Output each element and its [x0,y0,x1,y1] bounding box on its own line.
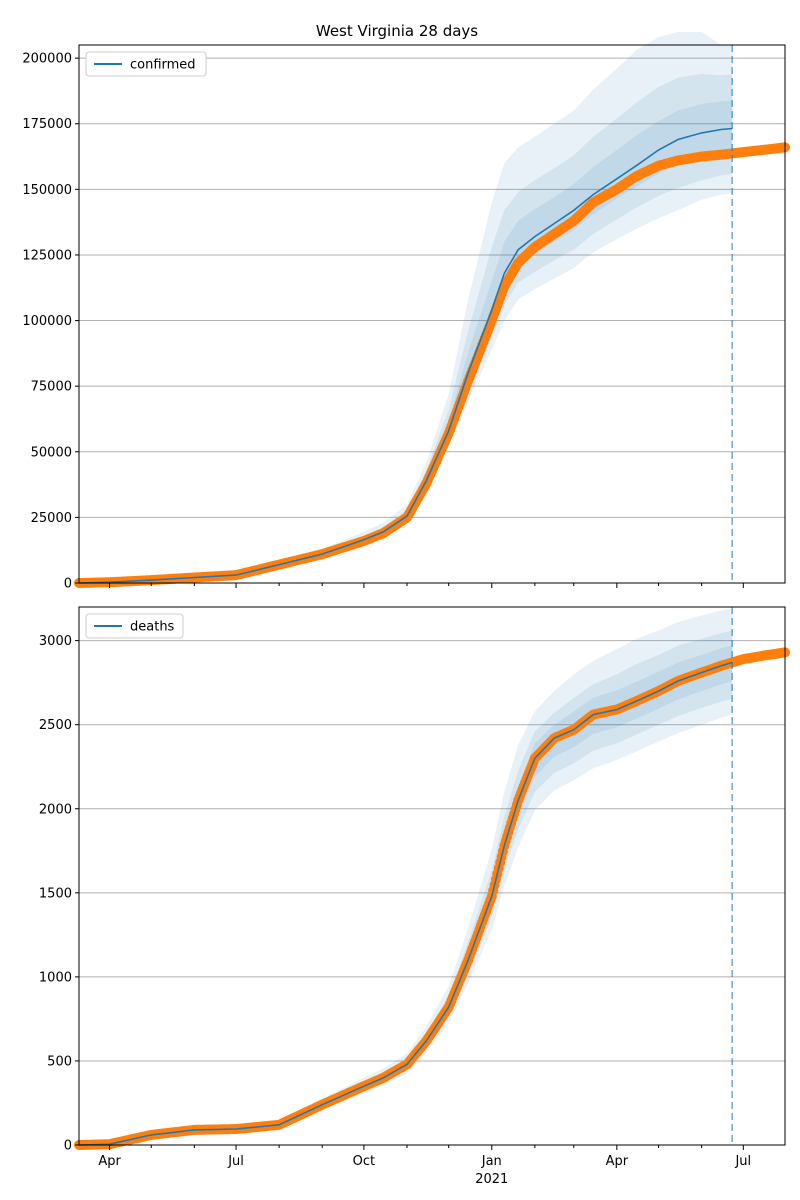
x-tick-label: Jan [481,1154,502,1169]
legend-label-confirmed: confirmed [130,58,196,73]
forecast-band [79,608,733,1145]
x-year-label: 2021 [475,1172,508,1187]
x-axis: Apr Jul Oct Jan Apr Jul 2021 [98,1154,751,1187]
forecast-band [79,630,733,1145]
confirmed-observed-series [74,142,790,588]
deaths-panel: 0 500 1000 1500 2000 2500 3000 deaths [39,606,790,1154]
axes-frame [78,606,786,1146]
confirmed-forecast-series [78,127,733,584]
deaths-grid [79,640,785,1062]
deaths-forecast-bands [79,608,733,1145]
forecast-band [79,31,733,583]
forecast-line [78,127,733,584]
x-tick-label: Oct [353,1154,375,1169]
confirmed-legend: confirmed [85,51,207,77]
confirmed-grid [79,57,785,518]
y-tick-label: 3000 [39,634,72,649]
deaths-axes: 0 500 1000 1500 2000 2500 3000 [39,606,786,1154]
y-tick-label: 125000 [22,248,72,263]
deaths-legend: deaths [85,613,184,639]
y-tick-label: 25000 [31,511,72,526]
legend-box [85,613,184,639]
confirmed-forecast-bands [79,31,733,584]
x-tick-label: Jul [734,1154,751,1169]
y-tick-label: 75000 [31,380,72,395]
y-tick-label: 1500 [39,886,72,901]
y-tick-label: 200000 [22,52,72,67]
chart-title: West Virginia 28 days [316,22,478,40]
y-tick-label: 2500 [39,718,72,733]
y-tick-label: 50000 [31,445,72,460]
y-tick-label: 175000 [22,117,72,132]
axes-frame [78,44,786,584]
x-tick-label: Apr [606,1154,629,1169]
x-tick-label: Apr [98,1154,121,1169]
legend-box [85,51,207,77]
y-tick-label: 500 [47,1054,72,1069]
confirmed-panel: 0 25000 50000 75000 100000 125000 150000 175000… [22,31,790,592]
y-tick-label: 2000 [39,802,72,817]
y-tick-label: 100000 [22,314,72,329]
forecast-band [79,645,733,1145]
forecast-line [78,661,733,1146]
legend-label-deaths: deaths [130,620,175,635]
y-tick-label: 1000 [39,970,72,985]
forecast-band [79,73,733,584]
confirmed-axes: 0 25000 50000 75000 100000 125000 150000 175000… [22,44,786,592]
y-tick-label: 0 [64,1139,72,1154]
y-tick-label: 0 [64,577,72,592]
x-tick-label: Jul [227,1154,244,1169]
y-tick-label: 150000 [22,183,72,198]
deaths-forecast-series [78,661,733,1146]
